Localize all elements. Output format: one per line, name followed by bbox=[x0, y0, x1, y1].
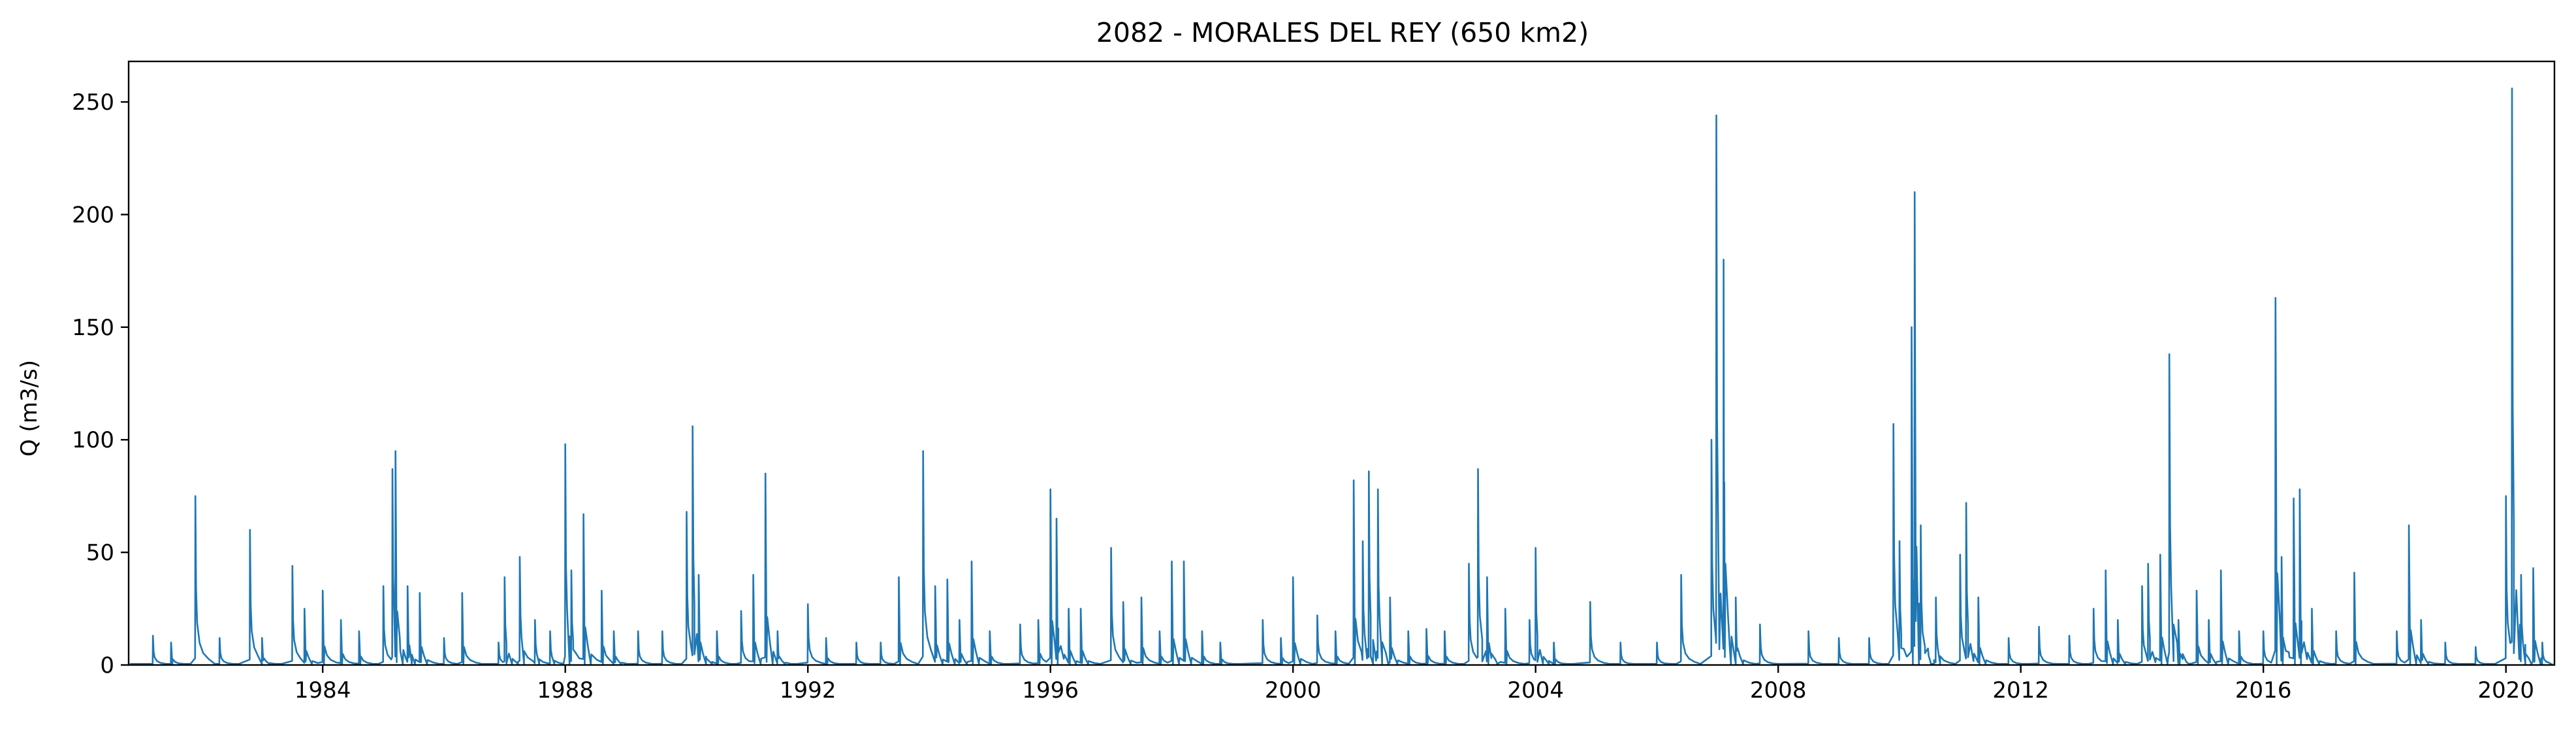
x-tick-label: 1984 bbox=[294, 677, 351, 704]
plot-area bbox=[129, 88, 2553, 666]
y-axis-label: Q (m3/s) bbox=[16, 360, 42, 457]
y-tick-label: 250 bbox=[72, 89, 114, 116]
x-tick-label: 2020 bbox=[2477, 677, 2534, 704]
x-tick-label: 1988 bbox=[537, 677, 594, 704]
x-tick-label: 1992 bbox=[780, 677, 836, 704]
x-tick-label: 2004 bbox=[1507, 677, 1564, 704]
y-tick-label: 50 bbox=[86, 540, 114, 566]
chart-title: 2082 - MORALES DEL REY (650 km2) bbox=[1096, 17, 1589, 48]
y-tick-label: 200 bbox=[72, 202, 114, 228]
x-tick-label: 2000 bbox=[1265, 677, 1322, 704]
y-tick-label: 150 bbox=[72, 315, 114, 341]
x-tick-label: 2008 bbox=[1750, 677, 1807, 704]
x-tick-label: 2012 bbox=[1992, 677, 2049, 704]
y-tick-label: 100 bbox=[72, 427, 114, 453]
discharge-series-line bbox=[129, 88, 2553, 666]
axes-frame bbox=[127, 60, 2556, 666]
axis-ticks: 1984 1988 1992 1996 2000 2004 2008 2012 2016 2020… bbox=[72, 89, 2534, 704]
y-tick-label: 0 bbox=[100, 653, 114, 679]
x-tick-label: 2016 bbox=[2235, 677, 2292, 704]
x-tick-label: 1996 bbox=[1022, 677, 1079, 704]
